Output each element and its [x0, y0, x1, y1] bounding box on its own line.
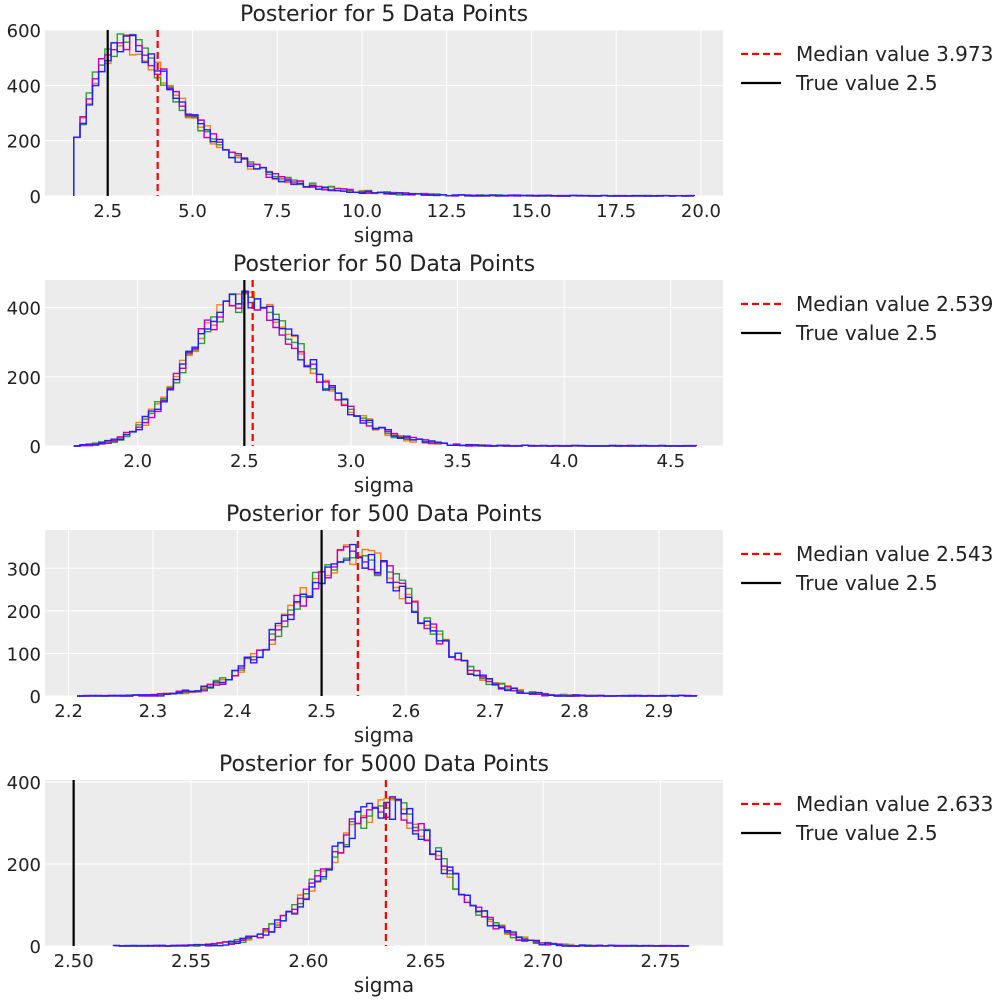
legend: Median value 2.633 True value 2.5: [741, 792, 993, 845]
y-tick-label: 400: [7, 76, 41, 97]
x-tick-label: 5.0: [178, 201, 207, 222]
x-tick-label: 2.5: [93, 201, 122, 222]
legend-true-label: True value 2.5: [795, 321, 938, 345]
x-tick-label: 2.7: [476, 701, 505, 722]
x-tick-label: 2.5: [307, 701, 336, 722]
legend-median-label: Median value 2.633: [796, 792, 993, 816]
x-axis-label: sigma: [354, 723, 414, 747]
y-tick-label: 0: [30, 187, 41, 208]
x-tick-label: 2.65: [406, 951, 446, 972]
x-tick-label: 2.9: [645, 701, 674, 722]
x-tick-label: 2.0: [123, 451, 152, 472]
y-tick-label: 300: [7, 559, 41, 580]
histogram-chain-4: [73, 34, 695, 197]
x-tick-label: 12.5: [427, 201, 467, 222]
x-tick-label: 2.4: [223, 701, 252, 722]
x-tick-label: 2.60: [288, 951, 328, 972]
panel-4: 2.50 2.55 2.60 2.65 2.70 2.75 0 200 400 Posterior…: [7, 752, 994, 997]
x-axis-label: sigma: [354, 973, 414, 997]
legend-median-label: Median value 2.543: [796, 542, 993, 566]
y-tick-label: 0: [30, 437, 41, 458]
y-tick-label: 100: [7, 644, 41, 665]
x-tick-label: 7.5: [263, 201, 292, 222]
x-tick-label: 4.0: [550, 451, 579, 472]
x-tick-label: 2.55: [171, 951, 211, 972]
y-tick-label: 0: [30, 687, 41, 708]
x-tick-label: 2.8: [560, 701, 589, 722]
panel-1: 2.5 5.0 7.5 10.0 12.5 15.0 17.5 20.0 0 200 400 600 P…: [7, 2, 994, 247]
x-axis-label: sigma: [354, 473, 414, 497]
histogram-chain-4: [73, 290, 697, 447]
histogram-chain-4: [77, 543, 697, 697]
x-tick-label: 15.0: [511, 201, 551, 222]
panel-title: Posterior for 5 Data Points: [240, 2, 528, 27]
y-tick-label: 400: [7, 299, 41, 320]
panel-title: Posterior for 50 Data Points: [233, 252, 535, 277]
x-tick-label: 2.50: [54, 951, 94, 972]
legend: Median value 2.543 True value 2.5: [741, 542, 993, 595]
y-tick-label: 200: [7, 602, 41, 623]
x-axis-label: sigma: [354, 223, 414, 247]
x-tick-label: 10.0: [342, 201, 382, 222]
histogram-chain-3: [77, 546, 698, 697]
panel-title: Posterior for 5000 Data Points: [219, 752, 549, 777]
legend: Median value 2.539 True value 2.5: [741, 292, 993, 345]
legend: Median value 3.973 True value 2.5: [741, 42, 993, 95]
panel-3: 2.2 2.3 2.4 2.5 2.6 2.7 2.8 2.9 0 100 200 300 Poster…: [7, 502, 994, 747]
x-tick-label: 20.0: [681, 201, 721, 222]
panel-2: 2.0 2.5 3.0 3.5 4.0 4.5 0 200 400 Posterior for 5…: [7, 252, 994, 497]
y-tick-label: 200: [7, 132, 41, 153]
x-tick-label: 2.3: [139, 701, 168, 722]
plot-area: [45, 280, 723, 446]
x-tick-label: 2.6: [392, 701, 421, 722]
y-tick-label: 0: [30, 937, 41, 958]
x-tick-label: 2.5: [230, 451, 259, 472]
x-tick-label: 4.5: [656, 451, 685, 472]
panel-title: Posterior for 500 Data Points: [226, 502, 542, 527]
legend-median-label: Median value 2.539: [796, 292, 993, 316]
x-tick-label: 2.75: [641, 951, 681, 972]
x-tick-label: 2.70: [523, 951, 563, 972]
y-tick-label: 400: [7, 773, 41, 794]
x-tick-label: 2.2: [54, 701, 83, 722]
y-tick-label: 200: [7, 855, 41, 876]
x-tick-label: 3.0: [337, 451, 366, 472]
y-tick-label: 600: [7, 21, 41, 42]
plot-area: [45, 530, 723, 696]
legend-true-label: True value 2.5: [795, 821, 938, 845]
x-tick-label: 17.5: [596, 201, 636, 222]
y-tick-label: 200: [7, 368, 41, 389]
legend-true-label: True value 2.5: [795, 571, 938, 595]
x-tick-label: 3.5: [443, 451, 472, 472]
legend-true-label: True value 2.5: [795, 71, 938, 95]
legend-median-label: Median value 3.973: [796, 42, 993, 66]
